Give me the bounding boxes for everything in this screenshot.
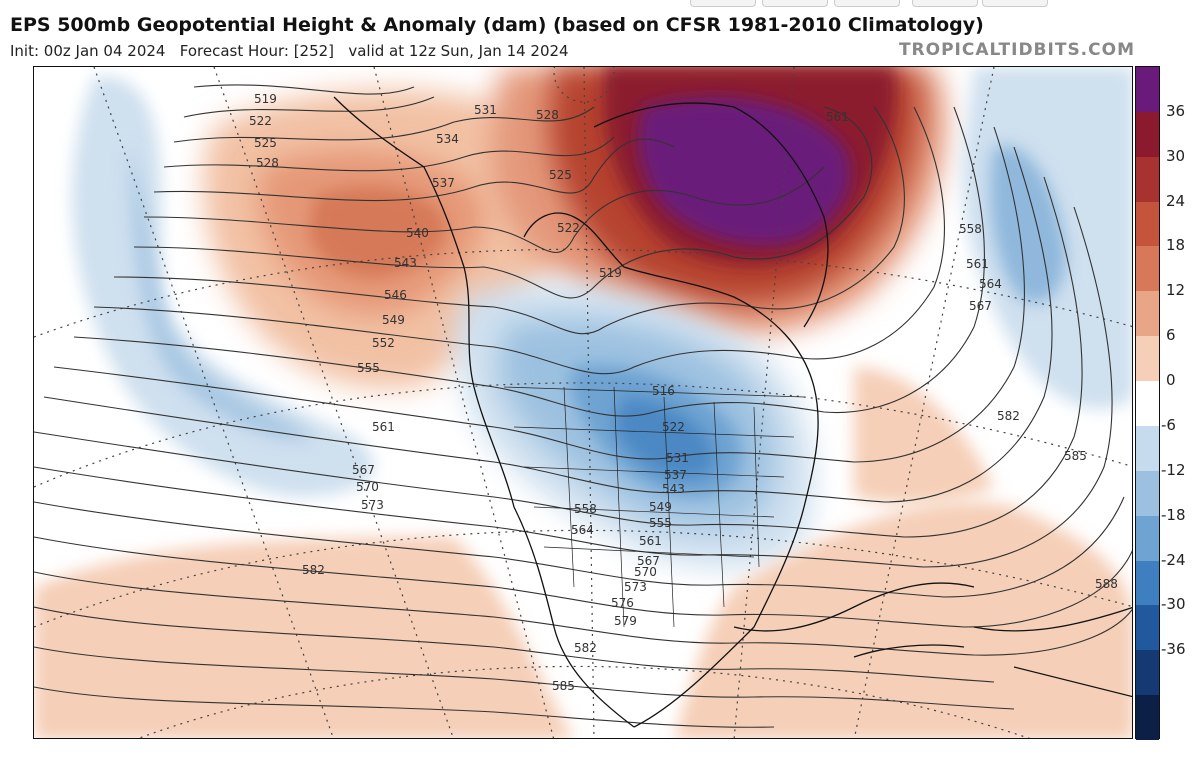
contour-label: 585 [1064, 449, 1087, 463]
contour-label: 522 [662, 420, 685, 434]
toolbar-tab[interactable] [762, 0, 828, 7]
contour-label: 570 [634, 565, 657, 579]
contour-label: 579 [614, 614, 637, 628]
toolbar-tab[interactable] [982, 0, 1048, 7]
contour-label: 525 [254, 136, 277, 150]
contour-label: 546 [384, 288, 407, 302]
colorbar-tick-label: -6 [1161, 415, 1176, 434]
contour-label: 519 [599, 266, 622, 280]
toolbar-tab[interactable] [912, 0, 978, 7]
colorbar-tick-label: -18 [1161, 505, 1186, 524]
height-contours [34, 84, 1132, 728]
contour-label: 561 [966, 257, 989, 271]
forecast-hour: Forecast Hour: [252] [179, 42, 335, 60]
contour-labels: 519 522 525 528 531 528 534 537 540 543 … [249, 92, 1118, 693]
contour-label: 567 [637, 554, 660, 568]
contour-label: 567 [969, 299, 992, 313]
colorbar-tick-label: 24 [1166, 191, 1186, 210]
colorbar-segment [1136, 246, 1159, 292]
contour-label: 528 [536, 108, 559, 122]
contour-label: 543 [662, 482, 685, 496]
contour-label: 561 [826, 110, 849, 124]
toolbar-tab[interactable] [834, 0, 900, 7]
contour-label: 564 [571, 523, 594, 537]
contour-label: 576 [611, 596, 634, 610]
colorbar-segment [1136, 67, 1159, 113]
contour-label: 567 [352, 463, 375, 477]
contour-label: 522 [557, 221, 580, 235]
toolbar-tab[interactable] [690, 0, 756, 7]
contour-label: 540 [406, 226, 429, 240]
contour-label: 555 [649, 516, 672, 530]
colorbar-tick-label: 0 [1166, 371, 1176, 390]
contour-label: 585 [552, 679, 575, 693]
coastlines [333, 96, 1132, 728]
colorbar-segment [1136, 201, 1159, 247]
colorbar-segment [1136, 111, 1159, 158]
colorbar-segment [1136, 381, 1159, 427]
contour-label: 519 [254, 92, 277, 106]
contour-label: 543 [394, 256, 417, 270]
contour-label: 522 [249, 114, 272, 128]
contour-label: 528 [256, 156, 279, 170]
colorbar-tick-label: 36 [1166, 101, 1186, 120]
contour-label: 537 [664, 468, 687, 482]
contour-label: 549 [649, 500, 672, 514]
brand-logo[interactable]: TROPICALTIDBITS.COM [898, 40, 1135, 60]
contour-label: 582 [997, 409, 1020, 423]
forecast-map[interactable]: 519 522 525 528 531 528 534 537 540 543 … [33, 66, 1133, 739]
colorbar-tick-label: -30 [1161, 595, 1186, 614]
colorbar-tick-label: 30 [1166, 146, 1186, 165]
contour-label: 549 [382, 313, 405, 327]
colorbar-tick-label: 12 [1166, 281, 1186, 300]
colorbar-tick-label: -36 [1161, 640, 1186, 659]
colorbar-segment [1136, 650, 1159, 696]
colorbar-segment [1136, 695, 1159, 741]
colorbar-segment [1136, 605, 1159, 651]
contour-label: 531 [474, 103, 497, 117]
contour-label: 588 [1095, 577, 1118, 591]
contour-label: 573 [361, 498, 384, 512]
contour-label: 531 [666, 451, 689, 465]
anomaly-shading [34, 67, 1132, 738]
contour-label: 582 [574, 641, 597, 655]
colorbar-segment [1136, 425, 1159, 472]
colorbar-tick-label: 18 [1166, 236, 1186, 255]
state-borders [503, 386, 805, 628]
colorbar-segment [1136, 156, 1159, 203]
page-title: EPS 500mb Geopotential Height & Anomaly … [10, 14, 984, 36]
lat-lon-grid [34, 67, 1132, 738]
init-time: Init: 00z Jan 04 2024 [10, 42, 166, 60]
contour-label: 534 [436, 132, 459, 146]
colorbar-segment [1136, 291, 1159, 337]
valid-time: valid at 12z Sun, Jan 14 2024 [348, 42, 569, 60]
colorbar-tick-label: -12 [1161, 460, 1186, 479]
contour-label: 552 [372, 336, 395, 350]
colorbar-segment [1136, 336, 1159, 382]
colorbar-segment [1136, 560, 1159, 606]
contour-label: 558 [959, 222, 982, 236]
contour-label: 558 [574, 502, 597, 516]
contour-label: 561 [372, 420, 395, 434]
contour-label: 537 [432, 176, 455, 190]
contour-label: 555 [357, 361, 380, 375]
contour-label: 561 [639, 534, 662, 548]
colorbar-segment [1136, 515, 1159, 562]
anomaly-colorbar [1135, 66, 1160, 741]
contour-label: 582 [302, 563, 325, 577]
contour-label: 516 [652, 384, 675, 398]
colorbar-segment [1136, 470, 1159, 517]
contour-label: 564 [979, 277, 1002, 291]
forecast-info: Init: 00z Jan 04 2024 Forecast Hour: [25… [10, 42, 569, 60]
colorbar-tick-label: -24 [1161, 550, 1186, 569]
contour-label: 573 [624, 580, 647, 594]
contour-label: 570 [356, 480, 379, 494]
colorbar-tick-label: 6 [1166, 326, 1176, 345]
contour-label: 525 [549, 168, 572, 182]
